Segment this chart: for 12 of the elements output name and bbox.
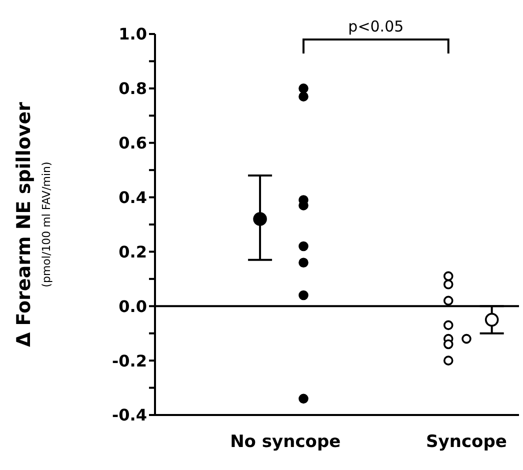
y-tick-label: -0.2 bbox=[112, 351, 147, 370]
y-tick-label: 0.4 bbox=[118, 188, 147, 207]
y-tick-label: 0.2 bbox=[118, 242, 147, 262]
y-tick-label: -0.4 bbox=[112, 406, 147, 425]
x-tick-label: Syncope bbox=[426, 432, 507, 452]
y-tick-label: 0.6 bbox=[118, 134, 147, 153]
y-tick-label: 0.8 bbox=[118, 79, 147, 98]
y-tick-label: 0.0 bbox=[118, 296, 147, 316]
y-axis-title: Δ Forearm NE spillover (pmol/100 ml FAV/min) bbox=[13, 101, 53, 348]
y-tick-label: 1.0 bbox=[118, 24, 147, 44]
x-tick-label: No syncope bbox=[230, 432, 341, 452]
annotation: p<0.05 bbox=[348, 17, 404, 36]
